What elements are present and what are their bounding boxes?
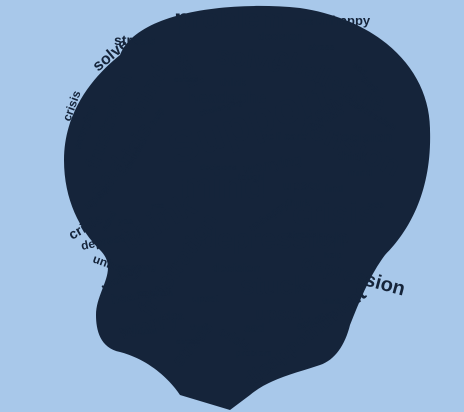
word-headache: headache [188,88,266,107]
word-idea: idea [160,309,184,323]
word-yes-top: yes [295,16,313,28]
word-sad-low: sad [244,321,265,335]
word-self-care: self care [262,131,307,143]
word-solution-low: solution [120,326,159,337]
word-unhappy-top: unhappy [316,13,371,28]
word-decision-top: decision [258,31,303,43]
word-upset-low: upset [255,304,303,324]
word-tough: tough [238,172,263,182]
word-think-tiny: think [190,323,210,332]
word-depression: depression [200,223,349,254]
word-stress-tiny-top: stress [308,42,335,52]
word-think-mid-small: think [286,198,310,209]
word-upset-mid-small: upset [192,294,219,305]
word-think-low-right: think [322,297,342,306]
word-solution-mid: solution [138,288,173,298]
word-yes-mid: yes [296,282,313,293]
word-upset-right: upset [283,177,321,193]
word-mind-right-small: mind [348,168,372,179]
head-silhouette [64,5,431,410]
word-decision-low: decision [212,261,261,275]
word-yes-right: yes [368,200,385,211]
word-stuck: stuck [240,270,308,300]
word-stress-mid: stress [287,230,317,241]
word-decisions: decisions [200,163,237,172]
word-problem: problem [174,3,284,34]
word-worrying-low: worrying [117,262,156,272]
word-stress-top: stress [114,32,155,48]
word-stress-tiny: stress [176,337,200,346]
word-problem-tiny: problem [236,348,272,358]
word-stress-tiny-left: stress [174,75,198,84]
word-think-right: think [338,149,367,163]
word-yes-left: yes [118,216,133,226]
word-think-small-top: think [220,77,247,89]
word-crisis-right: crisis [292,195,376,231]
word-find: find [325,184,343,195]
word-decision-right: decision [332,129,393,146]
word-mind-big: mind [180,165,266,206]
word-yes-tiny-left: yes [151,201,165,210]
word-help: help [316,230,349,247]
word-help-small: help [324,250,343,260]
